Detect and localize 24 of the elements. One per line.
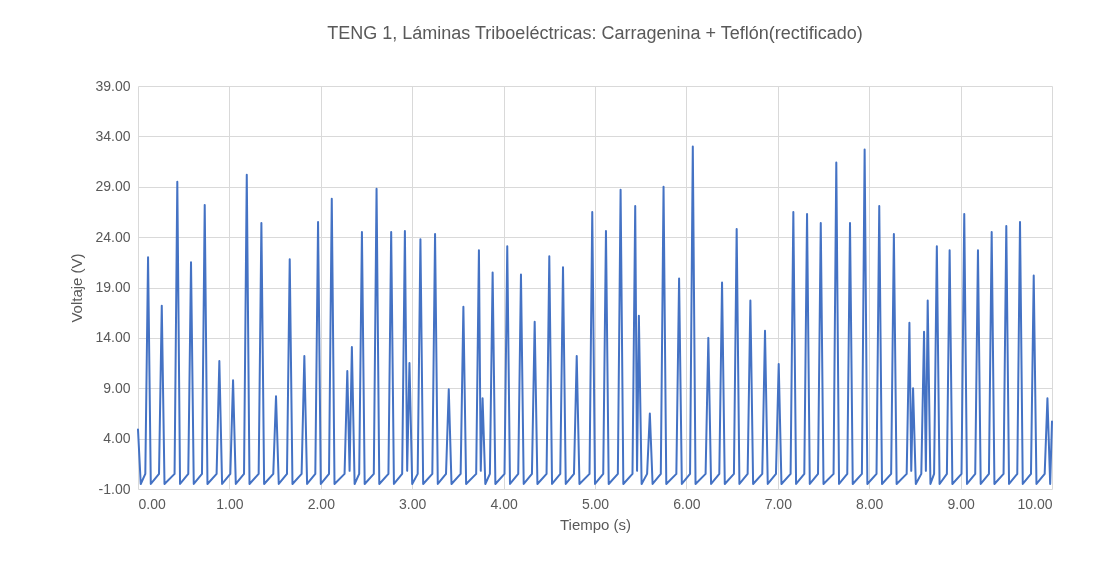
x-tick-label: 6.00 <box>673 495 701 512</box>
y-tick-label: 39.00 <box>95 77 131 94</box>
y-tick-label: 4.00 <box>103 430 131 447</box>
y-tick-label: 9.00 <box>103 379 131 396</box>
x-axis-title: Tiempo (s) <box>559 515 632 533</box>
x-tick-label: 7.00 <box>764 495 793 512</box>
x-tick-label: 1.00 <box>216 495 244 512</box>
y-tick-label: 19.00 <box>95 279 131 295</box>
x-tick-label: 9.00 <box>947 495 975 512</box>
x-tick-label: 5.00 <box>581 495 610 512</box>
line-series <box>137 145 1053 485</box>
y-tick-label: 14.00 <box>95 329 131 346</box>
y-axis-title: Voltaje (V) <box>68 253 86 323</box>
y-tick-label: -1.00 <box>98 480 131 497</box>
x-tick-label: 2.00 <box>307 495 336 512</box>
x-tick-label: 10.00 <box>1017 495 1053 512</box>
x-tick-label: 8.00 <box>856 495 884 512</box>
y-tick-label: 24.00 <box>95 228 131 245</box>
x-tick-label: 3.00 <box>399 495 427 512</box>
y-tick-label: 34.00 <box>95 127 131 144</box>
x-tick-label: 4.00 <box>490 495 518 512</box>
chart-title: TENG 1, Láminas Triboeléctricas: Carragenina + Teflón(rectificado) <box>327 23 863 43</box>
y-tick-label: 29.00 <box>95 178 131 195</box>
x-tick-label: 0.00 <box>138 495 166 512</box>
